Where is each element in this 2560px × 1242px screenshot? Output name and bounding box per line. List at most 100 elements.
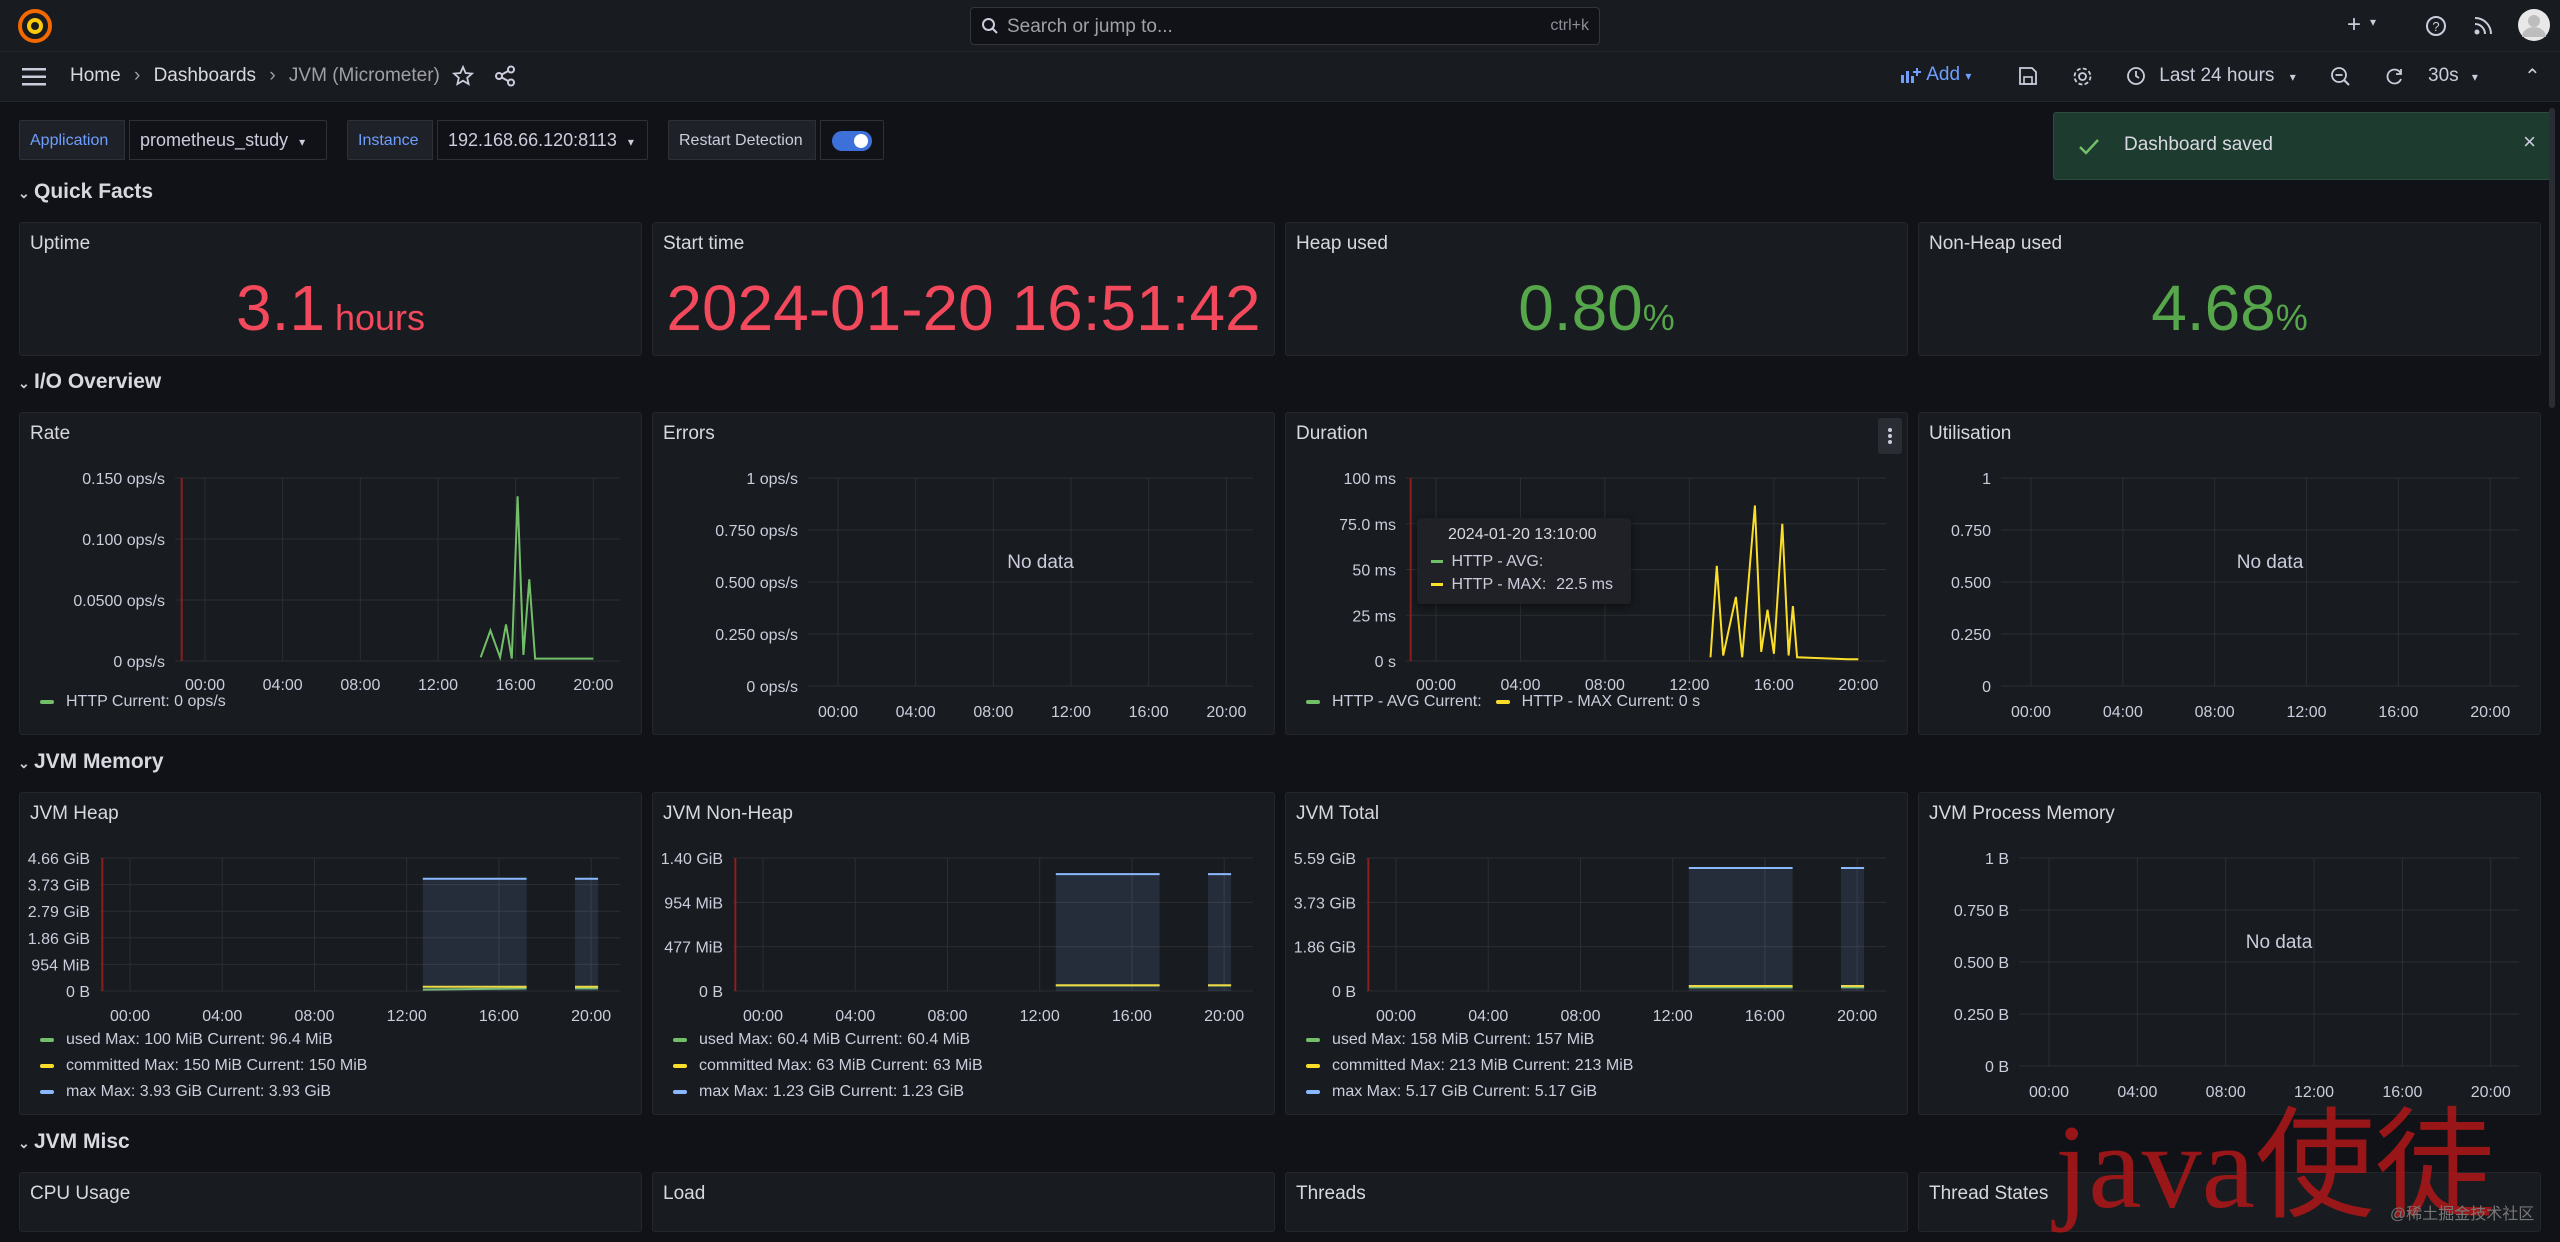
legend-item[interactable]: HTTP - MAX Current: 0 s xyxy=(1495,693,1700,710)
y-tick-label: 25 ms xyxy=(1352,608,1396,625)
stat-panel-non-heap-used[interactable]: Non-Heap used 4.68% xyxy=(1918,222,2541,356)
row-title-label: Quick Facts xyxy=(34,180,154,203)
legend-item[interactable]: max Max: 3.93 GiB Current: 3.93 GiB xyxy=(40,1083,331,1101)
panel-title: Start time xyxy=(663,233,745,254)
legend-label: used Max: 60.4 MiB Current: 60.4 MiB xyxy=(699,1031,971,1048)
time-range-picker[interactable]: Last 24 hours ▾ xyxy=(2126,65,2296,87)
refresh-interval-picker[interactable]: 30s ▾ xyxy=(2428,65,2478,87)
chart-panel-utilisation[interactable]: Utilisation 00:00 04:00 08:00 12:00 16:00 20:0… xyxy=(1918,412,2541,735)
share-icon[interactable] xyxy=(494,65,516,87)
legend-item[interactable]: committed Max: 63 MiB Current: 63 MiB xyxy=(673,1057,983,1075)
stat-panel-start-time[interactable]: Start time 2024-01-20 16:51:42 xyxy=(652,222,1275,356)
x-tick-label: 04:00 xyxy=(1500,677,1540,694)
x-tick-label: 08:00 xyxy=(2206,1084,2246,1101)
x-tick-label: 04:00 xyxy=(2117,1084,2157,1101)
legend-item[interactable]: committed Max: 150 MiB Current: 150 MiB xyxy=(40,1057,367,1075)
search-input[interactable]: Search or jump to... ctrl+k xyxy=(970,7,1600,45)
legend-item[interactable]: max Max: 5.17 GiB Current: 5.17 GiB xyxy=(1306,1083,1597,1101)
tooltip-series-label: HTTP - MAX: xyxy=(1451,576,1547,593)
new-plus-button[interactable]: + xyxy=(2347,11,2362,38)
chart-panel-jvm-process-memory[interactable]: JVM Process Memory 00:00 04:00 08:00 12:00 16… xyxy=(1918,792,2541,1115)
no-data-label: No data xyxy=(2237,552,2304,573)
panel-menu-button[interactable] xyxy=(1878,418,1902,454)
series-swatch xyxy=(40,699,54,704)
legend-item[interactable]: used Max: 100 MiB Current: 96.4 MiB xyxy=(40,1031,333,1049)
panel-thread-states[interactable]: Thread States xyxy=(1918,1172,2541,1232)
chart-panel-errors[interactable]: Errors 00:00 04:00 08:00 12:00 16:00 20:00 0 op… xyxy=(652,412,1275,735)
x-tick-label: 12:00 xyxy=(418,677,458,694)
x-tick-label: 00:00 xyxy=(110,1008,150,1025)
y-tick-label: 0.250 B xyxy=(1954,1007,2009,1024)
save-icon[interactable] xyxy=(2018,66,2038,86)
y-tick-label: 0 ops/s xyxy=(113,654,165,671)
y-tick-label: 3.73 GiB xyxy=(28,878,90,895)
add-panel-icon xyxy=(1901,67,1921,83)
panel-load[interactable]: Load xyxy=(652,1172,1275,1232)
legend-item[interactable]: HTTP - AVG Current: xyxy=(1306,693,1482,710)
stat-panel-heap-used[interactable]: Heap used 0.80% xyxy=(1285,222,1908,356)
menu-icon[interactable] xyxy=(22,67,48,87)
star-icon[interactable] xyxy=(452,65,474,87)
collapse-chevron-up-icon[interactable]: ⌃ xyxy=(2524,66,2541,88)
row-jvm-memory[interactable]: ⌄ JVM Memory xyxy=(18,750,164,774)
legend-label: max Max: 3.93 GiB Current: 3.93 GiB xyxy=(66,1083,331,1100)
breadcrumb-dashboards[interactable]: Dashboards xyxy=(153,65,257,86)
legend-item[interactable]: max Max: 1.23 GiB Current: 1.23 GiB xyxy=(673,1083,964,1101)
x-tick-label: 00:00 xyxy=(1416,677,1456,694)
legend-item[interactable]: used Max: 60.4 MiB Current: 60.4 MiB xyxy=(673,1031,970,1049)
row-io-overview[interactable]: ⌄ I/O Overview xyxy=(18,370,161,394)
clock-icon xyxy=(2127,67,2145,85)
stat-value: 2024-01-20 16:51:42 xyxy=(653,271,1274,345)
instance-select[interactable]: 192.168.66.120:8113 ▾ xyxy=(437,120,648,160)
stat-panel-uptime[interactable]: Uptime 3.1 hours xyxy=(19,222,642,356)
x-tick-label: 16:00 xyxy=(479,1008,519,1025)
help-icon[interactable]: ? xyxy=(2425,15,2447,37)
row-title-label: JVM Memory xyxy=(34,750,164,773)
series-swatch xyxy=(40,1089,54,1094)
x-tick-label: 12:00 xyxy=(1020,1008,1060,1025)
chart-panel-rate[interactable]: Rate 00:00 04:00 08:00 12:00 16:00 20:00 0 ops/… xyxy=(19,412,642,735)
stat-value: 0.80% xyxy=(1286,271,1907,345)
chart-tooltip: 2024-01-20 13:10:00 HTTP - AVG: HTTP - M… xyxy=(1417,518,1631,604)
legend-item[interactable]: HTTP Current: 0 ops/s xyxy=(40,693,226,711)
stat-number: 3.1 xyxy=(235,272,325,344)
user-avatar[interactable] xyxy=(2517,8,2551,42)
time-range-label: Last 24 hours xyxy=(2159,65,2275,86)
legend-label: max Max: 5.17 GiB Current: 5.17 GiB xyxy=(1332,1083,1597,1100)
x-tick-label: 16:00 xyxy=(496,677,536,694)
panel-title: JVM Process Memory xyxy=(1929,803,2115,824)
restart-detection-toggle[interactable] xyxy=(820,120,884,160)
chart-panel-jvm-heap[interactable]: JVM Heap 00:00 04:00 08:00 12:00 16:00 20:00 0 … xyxy=(19,792,642,1115)
series-area xyxy=(575,878,599,991)
scrollbar[interactable] xyxy=(2549,108,2555,408)
x-tick-label: 00:00 xyxy=(2029,1084,2069,1101)
rss-icon[interactable] xyxy=(2472,15,2494,37)
tooltip-value: 22.5 ms xyxy=(1556,576,1613,593)
legend-item[interactable]: committed Max: 213 MiB Current: 213 MiB xyxy=(1306,1057,1633,1075)
add-button[interactable]: Add ▾ xyxy=(1900,64,1971,86)
gear-icon[interactable] xyxy=(2072,66,2093,87)
panel-cpu-usage[interactable]: CPU Usage xyxy=(19,1172,642,1232)
application-select[interactable]: prometheus_study ▾ xyxy=(129,120,327,160)
search-placeholder: Search or jump to... xyxy=(1007,16,1173,37)
stat-unit: hours xyxy=(334,297,426,338)
row-jvm-misc[interactable]: ⌄ JVM Misc xyxy=(18,1130,130,1154)
chart-panel-jvm-total[interactable]: JVM Total 00:00 04:00 08:00 12:00 16:00 20:00 0… xyxy=(1285,792,1908,1115)
zoom-out-icon[interactable] xyxy=(2330,66,2351,87)
top-bar: Search or jump to... ctrl+k + ▾ ? xyxy=(0,0,2560,52)
chart-panel-jvm-non-heap[interactable]: JVM Non-Heap 00:00 04:00 08:00 12:00 16:00 20:… xyxy=(652,792,1275,1115)
breadcrumb-home[interactable]: Home xyxy=(70,65,121,86)
grafana-logo-icon[interactable] xyxy=(18,9,52,43)
y-tick-label: 1.40 GiB xyxy=(661,851,723,868)
row-quick-facts[interactable]: ⌄ Quick Facts xyxy=(18,180,153,204)
x-tick-label: 04:00 xyxy=(202,1008,242,1025)
x-tick-label: 20:00 xyxy=(1206,704,1246,721)
legend-label: HTTP - AVG Current: xyxy=(1332,693,1482,710)
legend-label: committed Max: 213 MiB Current: 213 MiB xyxy=(1332,1057,1634,1074)
refresh-icon[interactable] xyxy=(2384,66,2405,87)
legend-item[interactable]: used Max: 158 MiB Current: 157 MiB xyxy=(1306,1031,1594,1049)
y-tick-label: 1 B xyxy=(1985,851,2009,868)
close-icon[interactable]: × xyxy=(2523,129,2536,154)
watermark-text: java使徒 xyxy=(2055,1100,2495,1233)
panel-threads[interactable]: Threads xyxy=(1285,1172,1908,1232)
